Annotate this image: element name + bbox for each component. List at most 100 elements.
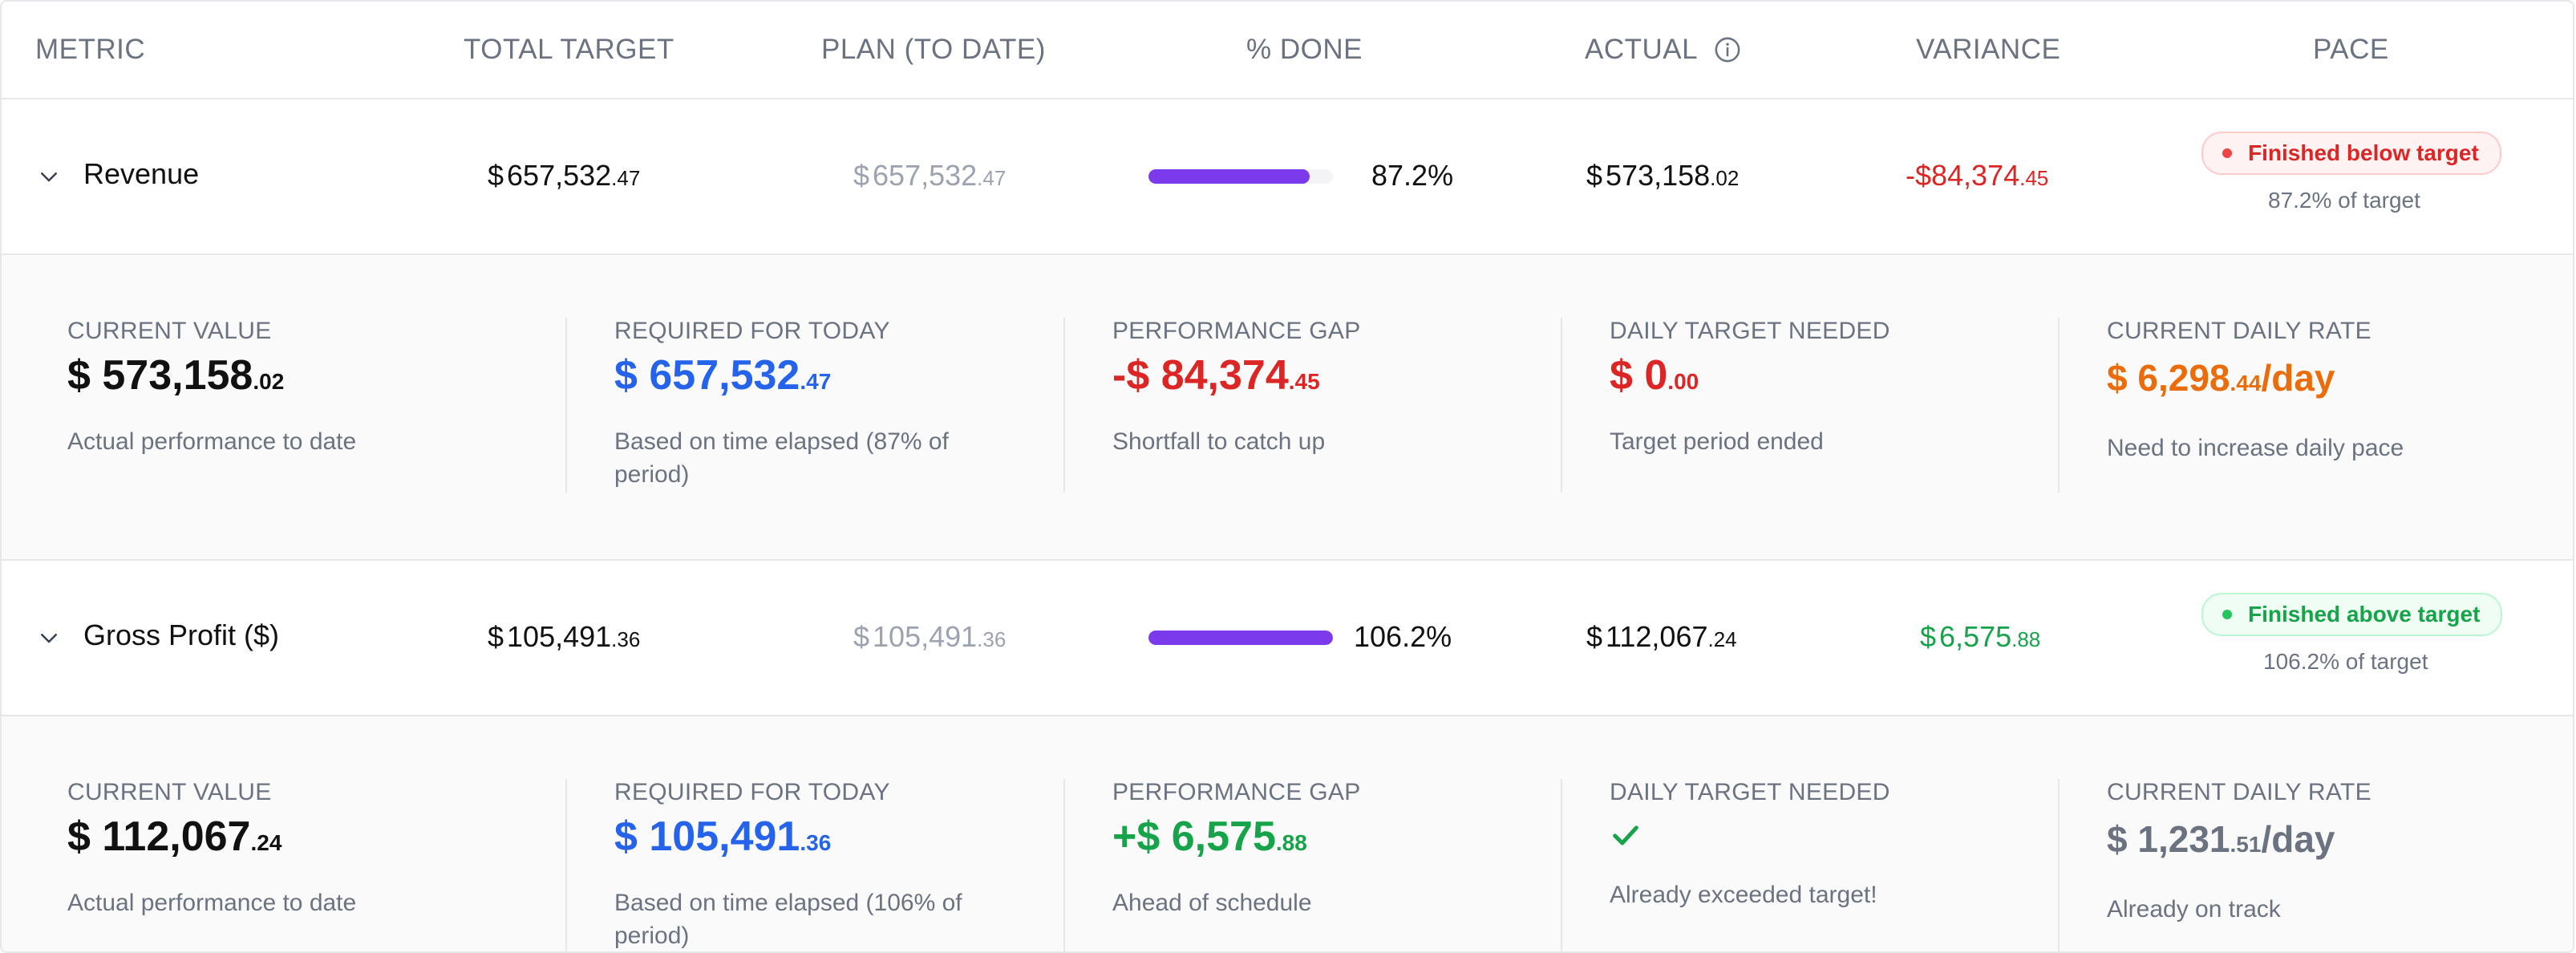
amount-integer: 6,575: [1939, 620, 2012, 653]
currency-symbol: -$: [1906, 159, 1932, 192]
column-header-plan[interactable]: PLAN (TO DATE): [821, 34, 1046, 65]
column-header-pct-done[interactable]: % DONE: [1246, 34, 1363, 65]
currency-symbol: +$: [1112, 813, 1160, 860]
amount-integer: 657,532: [873, 159, 978, 192]
detail-label: DAILY TARGET NEEDED: [1610, 779, 1890, 805]
detail-value: -$ 84,374.45: [1112, 351, 1320, 399]
metric-name: Gross Profit ($): [83, 618, 280, 651]
amount-cents: .88: [1275, 830, 1307, 855]
column-header-actual-label: ACTUAL: [1585, 34, 1699, 65]
detail-value: $ 105,491.36: [614, 813, 831, 861]
currency-symbol: $: [614, 352, 638, 399]
status-badge-label: Finished above target: [2248, 602, 2481, 627]
actual-value: $573,158.02: [1586, 159, 1739, 193]
amount-cents: .45: [1288, 369, 1320, 394]
detail-note: Already exceeded target!: [1610, 882, 1877, 908]
column-header-total-target[interactable]: TOTAL TARGET: [464, 34, 674, 65]
progress-bar: [1148, 631, 1333, 645]
detail-label: CURRENT DAILY RATE: [2107, 318, 2371, 344]
detail-divider: [1063, 779, 1065, 951]
amount-cents: .45: [2019, 166, 2049, 190]
amount-cents: .24: [1707, 627, 1737, 651]
amount-cents: .02: [1710, 166, 1740, 190]
chevron-down-icon[interactable]: [37, 626, 61, 650]
amount-integer: 6,298: [2137, 357, 2230, 399]
detail-value: $ 112,067.24: [67, 813, 281, 861]
column-header-actual[interactable]: ACTUAL: [1585, 2, 1741, 98]
detail-note: Need to increase daily pace: [2107, 435, 2404, 461]
column-header-variance[interactable]: VARIANCE: [1916, 34, 2061, 65]
detail-value: $ 6,298.44/day: [2107, 356, 2335, 399]
amount-integer: 105,491: [873, 620, 978, 653]
column-header-metric[interactable]: METRIC: [35, 34, 146, 65]
amount-integer: 112,067: [102, 813, 251, 860]
currency-symbol: $: [2107, 818, 2128, 860]
detail-value: $ 1,231.51/day: [2107, 817, 2335, 861]
progress-bar: [1148, 169, 1333, 184]
detail-note: Target period ended: [1610, 428, 1824, 455]
currency-symbol: $: [67, 813, 91, 860]
detail-divider: [1561, 779, 1562, 951]
plan-value: $105,491.36: [853, 620, 1006, 654]
rate-suffix: /day: [2261, 357, 2335, 399]
detail-note: Shortfall to catch up: [1112, 428, 1326, 455]
amount-integer: 573,158: [102, 352, 253, 399]
column-header-pace[interactable]: PACE: [2313, 34, 2389, 65]
amount-integer: 105,491: [507, 620, 612, 653]
plan-value: $657,532.47: [853, 159, 1006, 193]
amount-integer: 1,231: [2137, 818, 2230, 860]
detail-value: +$ 6,575.88: [1112, 813, 1307, 861]
amount-cents: .00: [1667, 369, 1699, 394]
currency-symbol: $: [853, 620, 870, 653]
amount-integer: 84,374: [1160, 352, 1289, 399]
currency-symbol: $: [1586, 620, 1603, 653]
detail-note: Actual performance to date: [67, 890, 357, 916]
amount-integer: 84,374: [1931, 159, 2020, 192]
progress-bar-fill: [1148, 169, 1310, 184]
amount-integer: 657,532: [507, 159, 612, 192]
total-target-value: $657,532.47: [488, 159, 640, 193]
pct-done-value: 106.2%: [1354, 620, 1452, 653]
metric-name: Revenue: [83, 157, 200, 190]
pct-done-value: 87.2%: [1371, 159, 1454, 192]
status-dot-icon: [2222, 610, 2232, 619]
amount-integer: 6,575: [1171, 813, 1276, 860]
amount-integer: 573,158: [1606, 159, 1711, 192]
amount-cents: .36: [611, 627, 641, 651]
detail-note: Already on track: [2107, 896, 2281, 923]
chevron-down-icon[interactable]: [37, 164, 61, 189]
detail-value: $ 573,158.02: [67, 351, 284, 399]
actual-value: $112,067.24: [1586, 620, 1737, 654]
detail-divider: [2058, 779, 2060, 951]
status-badge-label: Finished below target: [2248, 140, 2479, 165]
status-badge: Finished below target: [2201, 132, 2501, 175]
check-icon: [1613, 825, 1638, 846]
detail-divider: [1561, 318, 1562, 493]
info-icon[interactable]: [1714, 36, 1741, 63]
amount-cents: .02: [253, 369, 285, 394]
amount-integer: 657,532: [649, 352, 800, 399]
currency-symbol: $: [853, 159, 870, 192]
amount-cents: .36: [977, 627, 1007, 651]
currency-symbol: $: [1586, 159, 1603, 192]
amount-integer: 0: [1644, 352, 1668, 399]
status-dot-icon: [2222, 148, 2232, 158]
currency-symbol: $: [488, 620, 504, 653]
amount-integer: 105,491: [649, 813, 800, 860]
currency-symbol: $: [67, 352, 91, 399]
currency-symbol: $: [1920, 620, 1937, 653]
progress-bar-fill: [1148, 631, 1333, 645]
currency-symbol: $: [2107, 357, 2128, 399]
detail-note-line: Based on time elapsed (87% of: [614, 428, 949, 455]
detail-note-line: period): [614, 461, 690, 488]
table-header: METRIC TOTAL TARGET PLAN (TO DATE) % DON…: [2, 2, 2573, 99]
table-row-gross-profit[interactable]: Gross Profit ($) $105,491.36 $105,491.36…: [2, 561, 2573, 716]
amount-cents: .24: [250, 830, 282, 855]
amount-cents: .47: [977, 166, 1007, 190]
detail-label: CURRENT DAILY RATE: [2107, 779, 2371, 805]
detail-divider: [2058, 318, 2060, 493]
detail-note: Based on time elapsed (106% of period): [614, 886, 1031, 951]
amount-cents: .47: [800, 369, 832, 394]
table-row-revenue[interactable]: Revenue $657,532.47 $657,532.47 87.2% $5…: [2, 99, 2573, 255]
detail-note: Based on time elapsed (87% of period): [614, 425, 1031, 491]
